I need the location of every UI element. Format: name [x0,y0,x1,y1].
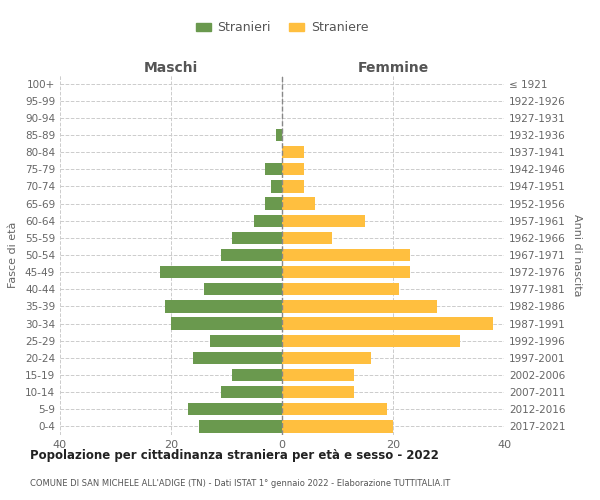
Bar [282,266,410,278]
Bar [282,232,332,244]
Bar [265,163,282,175]
Bar [210,334,282,347]
Bar [265,198,282,209]
Bar [271,180,282,192]
Bar [277,129,282,141]
Bar [282,318,493,330]
Bar [199,420,282,432]
Bar [282,334,460,347]
Bar [282,283,398,296]
Bar [188,403,282,415]
Bar [221,249,282,261]
Bar [282,163,304,175]
Bar [282,369,354,381]
Bar [221,386,282,398]
Y-axis label: Anni di nascita: Anni di nascita [572,214,582,296]
Bar [204,283,282,296]
Bar [254,214,282,227]
Y-axis label: Fasce di età: Fasce di età [8,222,18,288]
Text: Maschi: Maschi [144,61,198,75]
Text: Femmine: Femmine [358,61,428,75]
Bar [282,300,437,312]
Bar [282,249,410,261]
Text: Popolazione per cittadinanza straniera per età e sesso - 2022: Popolazione per cittadinanza straniera p… [30,450,439,462]
Legend: Stranieri, Straniere: Stranieri, Straniere [191,16,373,40]
Bar [232,369,282,381]
Bar [232,232,282,244]
Bar [282,198,316,209]
Bar [282,403,388,415]
Bar [166,300,282,312]
Bar [193,352,282,364]
Bar [282,352,371,364]
Bar [282,146,304,158]
Bar [282,180,304,192]
Bar [282,214,365,227]
Bar [282,386,354,398]
Bar [282,420,393,432]
Bar [171,318,282,330]
Text: COMUNE DI SAN MICHELE ALL'ADIGE (TN) - Dati ISTAT 1° gennaio 2022 - Elaborazione: COMUNE DI SAN MICHELE ALL'ADIGE (TN) - D… [30,478,450,488]
Bar [160,266,282,278]
